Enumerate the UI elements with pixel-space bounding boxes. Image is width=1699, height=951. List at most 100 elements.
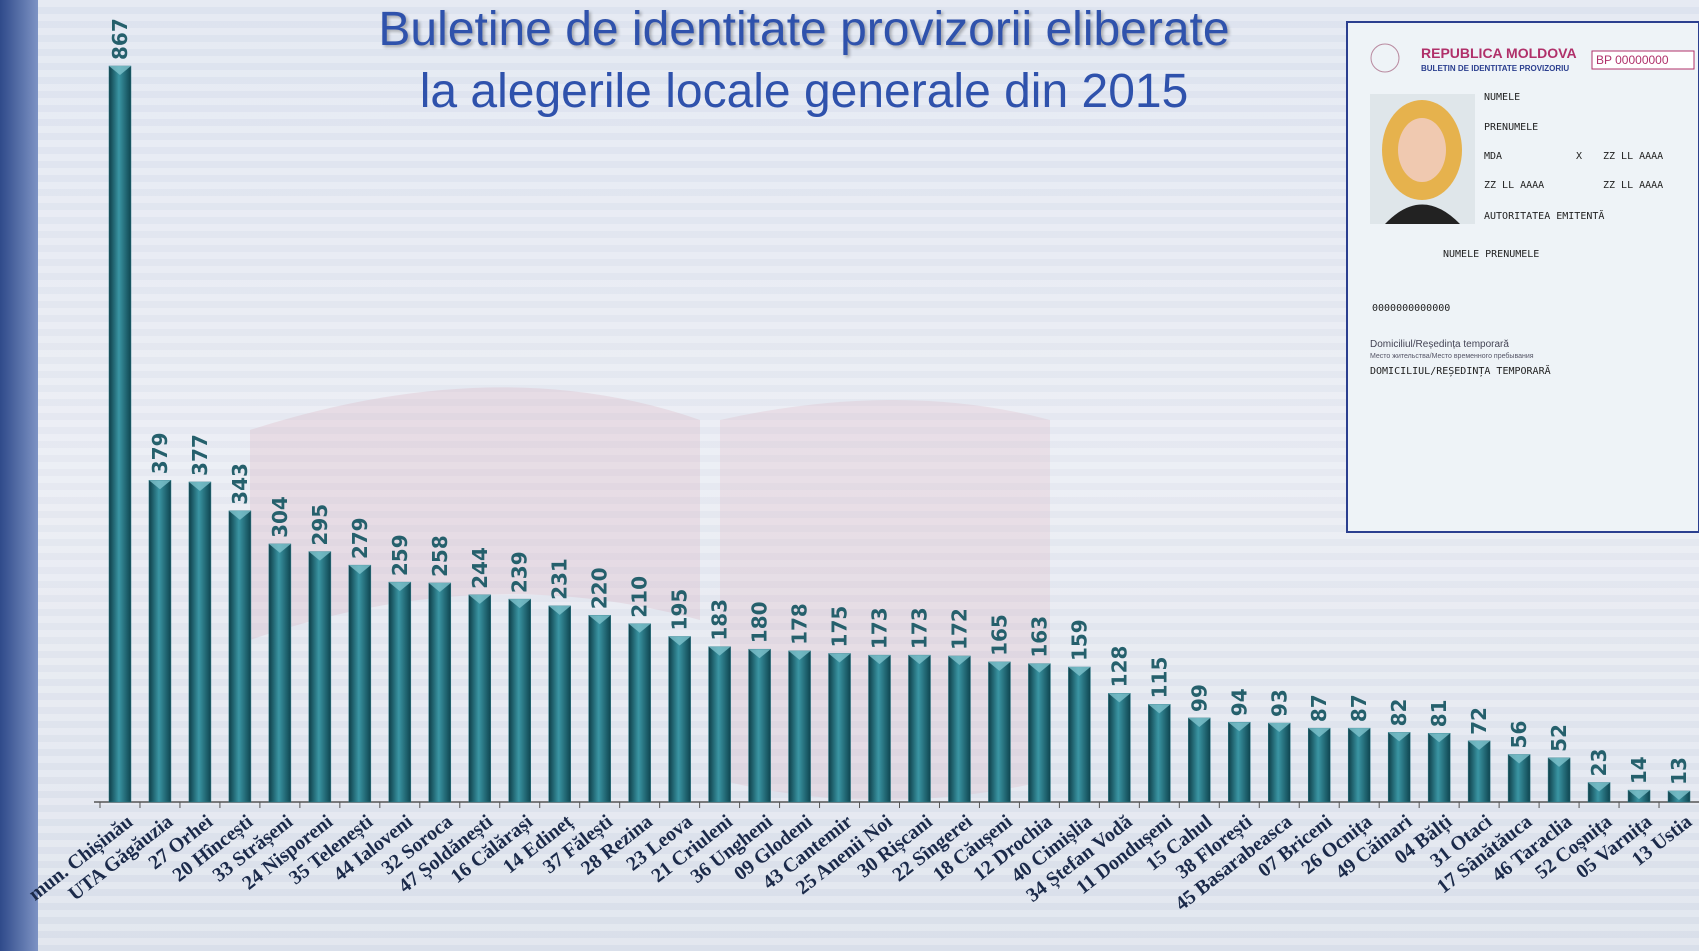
value-label: 210	[628, 576, 652, 618]
bar	[788, 650, 811, 803]
bar	[1307, 727, 1331, 803]
bar-cap	[988, 661, 1011, 671]
value-label: 183	[708, 599, 732, 641]
id-card: REPUBLICA MOLDOVA BULETIN DE IDENTITATE …	[1346, 21, 1699, 533]
chart-title: la alegerile locale generale din 2015	[420, 65, 1189, 118]
bar	[308, 551, 332, 803]
card-field: PRENUMELE	[1484, 122, 1538, 133]
bar-cap	[388, 582, 411, 592]
bar-cap	[1268, 723, 1291, 733]
bar	[1028, 663, 1051, 803]
value-label: 115	[1147, 657, 1171, 699]
photo-face	[1398, 118, 1446, 182]
bar	[1068, 666, 1091, 803]
card-field: ZZ LL AAAA	[1603, 180, 1663, 191]
bar	[948, 655, 971, 803]
bar-cap	[268, 543, 291, 553]
bar-cap	[948, 655, 971, 665]
bar	[1387, 732, 1411, 803]
bar	[1467, 740, 1491, 803]
bar-cap	[788, 650, 811, 660]
bar	[1268, 722, 1291, 803]
bar	[1148, 704, 1171, 803]
card-number: BP 00000000	[1596, 53, 1669, 67]
bar-cap	[708, 646, 731, 656]
value-label: 87	[1347, 694, 1371, 722]
card-label: Domiciliul/Reședința temporară	[1370, 339, 1509, 350]
bar-cap	[1668, 790, 1691, 800]
left-strip	[0, 0, 38, 951]
value-label: 258	[428, 535, 452, 577]
bar	[348, 564, 372, 803]
bar	[468, 594, 492, 803]
card-field: 0000000000000	[1372, 303, 1450, 314]
bar	[148, 480, 172, 803]
card-field: MDA	[1484, 151, 1502, 162]
bar	[1108, 693, 1131, 803]
bar	[1427, 732, 1451, 803]
value-label: 173	[907, 607, 931, 649]
value-label: 94	[1227, 688, 1251, 716]
card-doc: BULETIN DE IDENTITATE PROVIZORIU	[1421, 64, 1569, 73]
value-label: 379	[148, 433, 172, 475]
value-label: 72	[1467, 707, 1491, 735]
bar-cap	[1468, 740, 1491, 750]
bar	[108, 65, 132, 803]
bar-cap	[1388, 732, 1411, 742]
bar	[908, 654, 931, 803]
bar	[548, 605, 571, 803]
bar-cap	[508, 599, 531, 609]
bar-cap	[1108, 693, 1131, 703]
card-label: Место жительства/Место временного пребыв…	[1370, 352, 1534, 360]
bar	[868, 654, 891, 803]
value-label: 23	[1587, 749, 1611, 777]
bar-cap	[1148, 704, 1171, 714]
bar-cap	[348, 565, 371, 575]
value-label: 87	[1307, 694, 1331, 722]
value-label: 82	[1387, 699, 1411, 727]
value-label: 195	[668, 589, 692, 631]
bar-cap	[308, 551, 331, 561]
bar-cap	[588, 615, 611, 625]
bar-cap	[1428, 733, 1451, 743]
bar-cap	[468, 594, 491, 604]
value-label: 163	[1027, 616, 1051, 658]
value-label: 159	[1067, 619, 1091, 661]
card-field: NUMELE PRENUMELE	[1443, 249, 1539, 260]
value-label: 295	[308, 504, 332, 546]
bar-cap	[1588, 782, 1611, 792]
bar	[1347, 727, 1371, 803]
bar	[748, 648, 771, 803]
bar-cap	[1308, 728, 1331, 738]
value-label: 178	[788, 603, 812, 645]
card-field: NUMELE	[1484, 92, 1520, 103]
value-label: 343	[228, 463, 252, 505]
value-label: 231	[548, 558, 572, 600]
bar-cap	[1188, 717, 1211, 727]
bar-cap	[1628, 790, 1651, 800]
bar-cap	[868, 655, 891, 665]
value-label: 93	[1267, 689, 1291, 717]
value-label: 244	[468, 547, 492, 589]
bar-cap	[828, 653, 851, 663]
bar-cap	[188, 481, 211, 491]
bar-cap	[548, 605, 571, 615]
bar-cap	[1508, 754, 1531, 764]
value-label: 56	[1507, 721, 1531, 749]
bar	[508, 598, 531, 803]
bar	[1228, 721, 1251, 803]
bar	[988, 661, 1011, 803]
value-label: 165	[987, 614, 1011, 656]
bar-cap	[908, 655, 931, 665]
bar	[668, 636, 691, 803]
bar-cap	[108, 66, 131, 75]
value-label: 175	[828, 606, 852, 648]
value-label: 14	[1627, 756, 1651, 784]
bar-cap	[228, 510, 251, 520]
value-label: 172	[947, 608, 971, 650]
bar-cap	[148, 480, 171, 490]
card-country: REPUBLICA MOLDOVA	[1421, 45, 1577, 61]
value-label: 99	[1187, 684, 1211, 712]
value-label: 180	[748, 601, 772, 643]
